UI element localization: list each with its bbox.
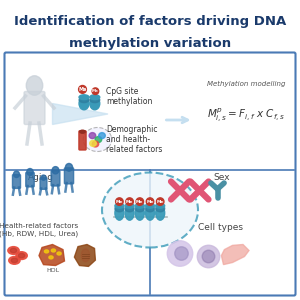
Text: Me: Me xyxy=(92,89,99,93)
Ellipse shape xyxy=(115,203,124,208)
Ellipse shape xyxy=(90,97,100,110)
Ellipse shape xyxy=(125,203,134,208)
Ellipse shape xyxy=(197,245,220,268)
Text: Me: Me xyxy=(116,200,123,204)
Ellipse shape xyxy=(167,241,193,266)
Ellipse shape xyxy=(52,167,59,174)
Text: Aging: Aging xyxy=(28,172,53,182)
Text: $M^{p}_{i,s} = F_{i,f}$ x $C_{f,s}$: $M^{p}_{i,s} = F_{i,f}$ x $C_{f,s}$ xyxy=(207,106,285,124)
Ellipse shape xyxy=(8,247,19,254)
Ellipse shape xyxy=(115,206,124,220)
Ellipse shape xyxy=(146,203,154,208)
Ellipse shape xyxy=(79,97,89,110)
Ellipse shape xyxy=(125,205,134,212)
Text: methylation variation: methylation variation xyxy=(69,37,231,50)
Ellipse shape xyxy=(14,171,20,178)
Ellipse shape xyxy=(18,253,25,258)
Ellipse shape xyxy=(90,140,96,146)
Text: HDL: HDL xyxy=(47,268,60,273)
Polygon shape xyxy=(39,244,64,266)
Ellipse shape xyxy=(175,247,188,260)
Text: Methylation modelling: Methylation modelling xyxy=(207,81,285,87)
Ellipse shape xyxy=(146,198,154,205)
Text: Identification of factors driving DNA: Identification of factors driving DNA xyxy=(14,14,286,28)
Ellipse shape xyxy=(79,85,86,93)
Ellipse shape xyxy=(79,97,89,103)
Ellipse shape xyxy=(135,205,144,212)
Text: Sex: Sex xyxy=(214,172,230,182)
Ellipse shape xyxy=(79,95,89,100)
FancyArrowPatch shape xyxy=(166,117,188,123)
FancyBboxPatch shape xyxy=(24,92,45,124)
Text: Me: Me xyxy=(126,200,133,204)
FancyBboxPatch shape xyxy=(40,178,47,189)
Ellipse shape xyxy=(90,97,100,103)
Text: Health-related factors
(Hb, RDW, HDL, Urea): Health-related factors (Hb, RDW, HDL, Ur… xyxy=(0,224,79,237)
Ellipse shape xyxy=(116,198,123,205)
Ellipse shape xyxy=(126,198,133,205)
Ellipse shape xyxy=(41,175,46,180)
Ellipse shape xyxy=(57,252,61,255)
Ellipse shape xyxy=(136,198,144,205)
Ellipse shape xyxy=(156,206,165,220)
Ellipse shape xyxy=(65,164,73,171)
Ellipse shape xyxy=(51,249,56,252)
Ellipse shape xyxy=(92,141,99,147)
Ellipse shape xyxy=(80,130,85,133)
Ellipse shape xyxy=(102,172,198,248)
FancyBboxPatch shape xyxy=(4,52,296,296)
Ellipse shape xyxy=(99,133,105,139)
Ellipse shape xyxy=(156,205,165,212)
Ellipse shape xyxy=(156,203,165,208)
Ellipse shape xyxy=(135,203,144,208)
Text: CpG site
methylation: CpG site methylation xyxy=(106,87,153,106)
Ellipse shape xyxy=(90,95,100,100)
FancyBboxPatch shape xyxy=(64,168,74,184)
Text: Me: Me xyxy=(136,200,143,204)
Polygon shape xyxy=(52,103,108,124)
Polygon shape xyxy=(74,244,95,266)
Ellipse shape xyxy=(202,250,215,263)
FancyBboxPatch shape xyxy=(79,131,86,150)
Ellipse shape xyxy=(10,248,17,253)
Ellipse shape xyxy=(49,256,53,259)
FancyBboxPatch shape xyxy=(26,172,34,187)
Text: Cell types: Cell types xyxy=(198,224,243,232)
Ellipse shape xyxy=(115,205,124,212)
Ellipse shape xyxy=(95,136,102,142)
Polygon shape xyxy=(221,244,249,265)
Ellipse shape xyxy=(89,133,96,139)
Ellipse shape xyxy=(26,76,43,95)
FancyBboxPatch shape xyxy=(13,175,20,188)
Ellipse shape xyxy=(11,258,18,263)
Ellipse shape xyxy=(125,206,134,220)
FancyBboxPatch shape xyxy=(51,171,60,186)
Ellipse shape xyxy=(146,205,154,212)
Ellipse shape xyxy=(157,198,164,205)
Text: Me: Me xyxy=(157,200,164,204)
Text: Me: Me xyxy=(146,200,154,204)
Ellipse shape xyxy=(81,249,90,262)
Ellipse shape xyxy=(135,206,144,220)
Text: Me: Me xyxy=(78,87,87,92)
Ellipse shape xyxy=(44,250,49,253)
Text: Demographic
and health-
related factors: Demographic and health- related factors xyxy=(106,124,163,154)
Ellipse shape xyxy=(9,256,20,264)
Ellipse shape xyxy=(27,169,33,176)
Ellipse shape xyxy=(16,252,27,260)
Ellipse shape xyxy=(92,88,99,94)
Ellipse shape xyxy=(83,128,112,152)
Ellipse shape xyxy=(146,206,154,220)
